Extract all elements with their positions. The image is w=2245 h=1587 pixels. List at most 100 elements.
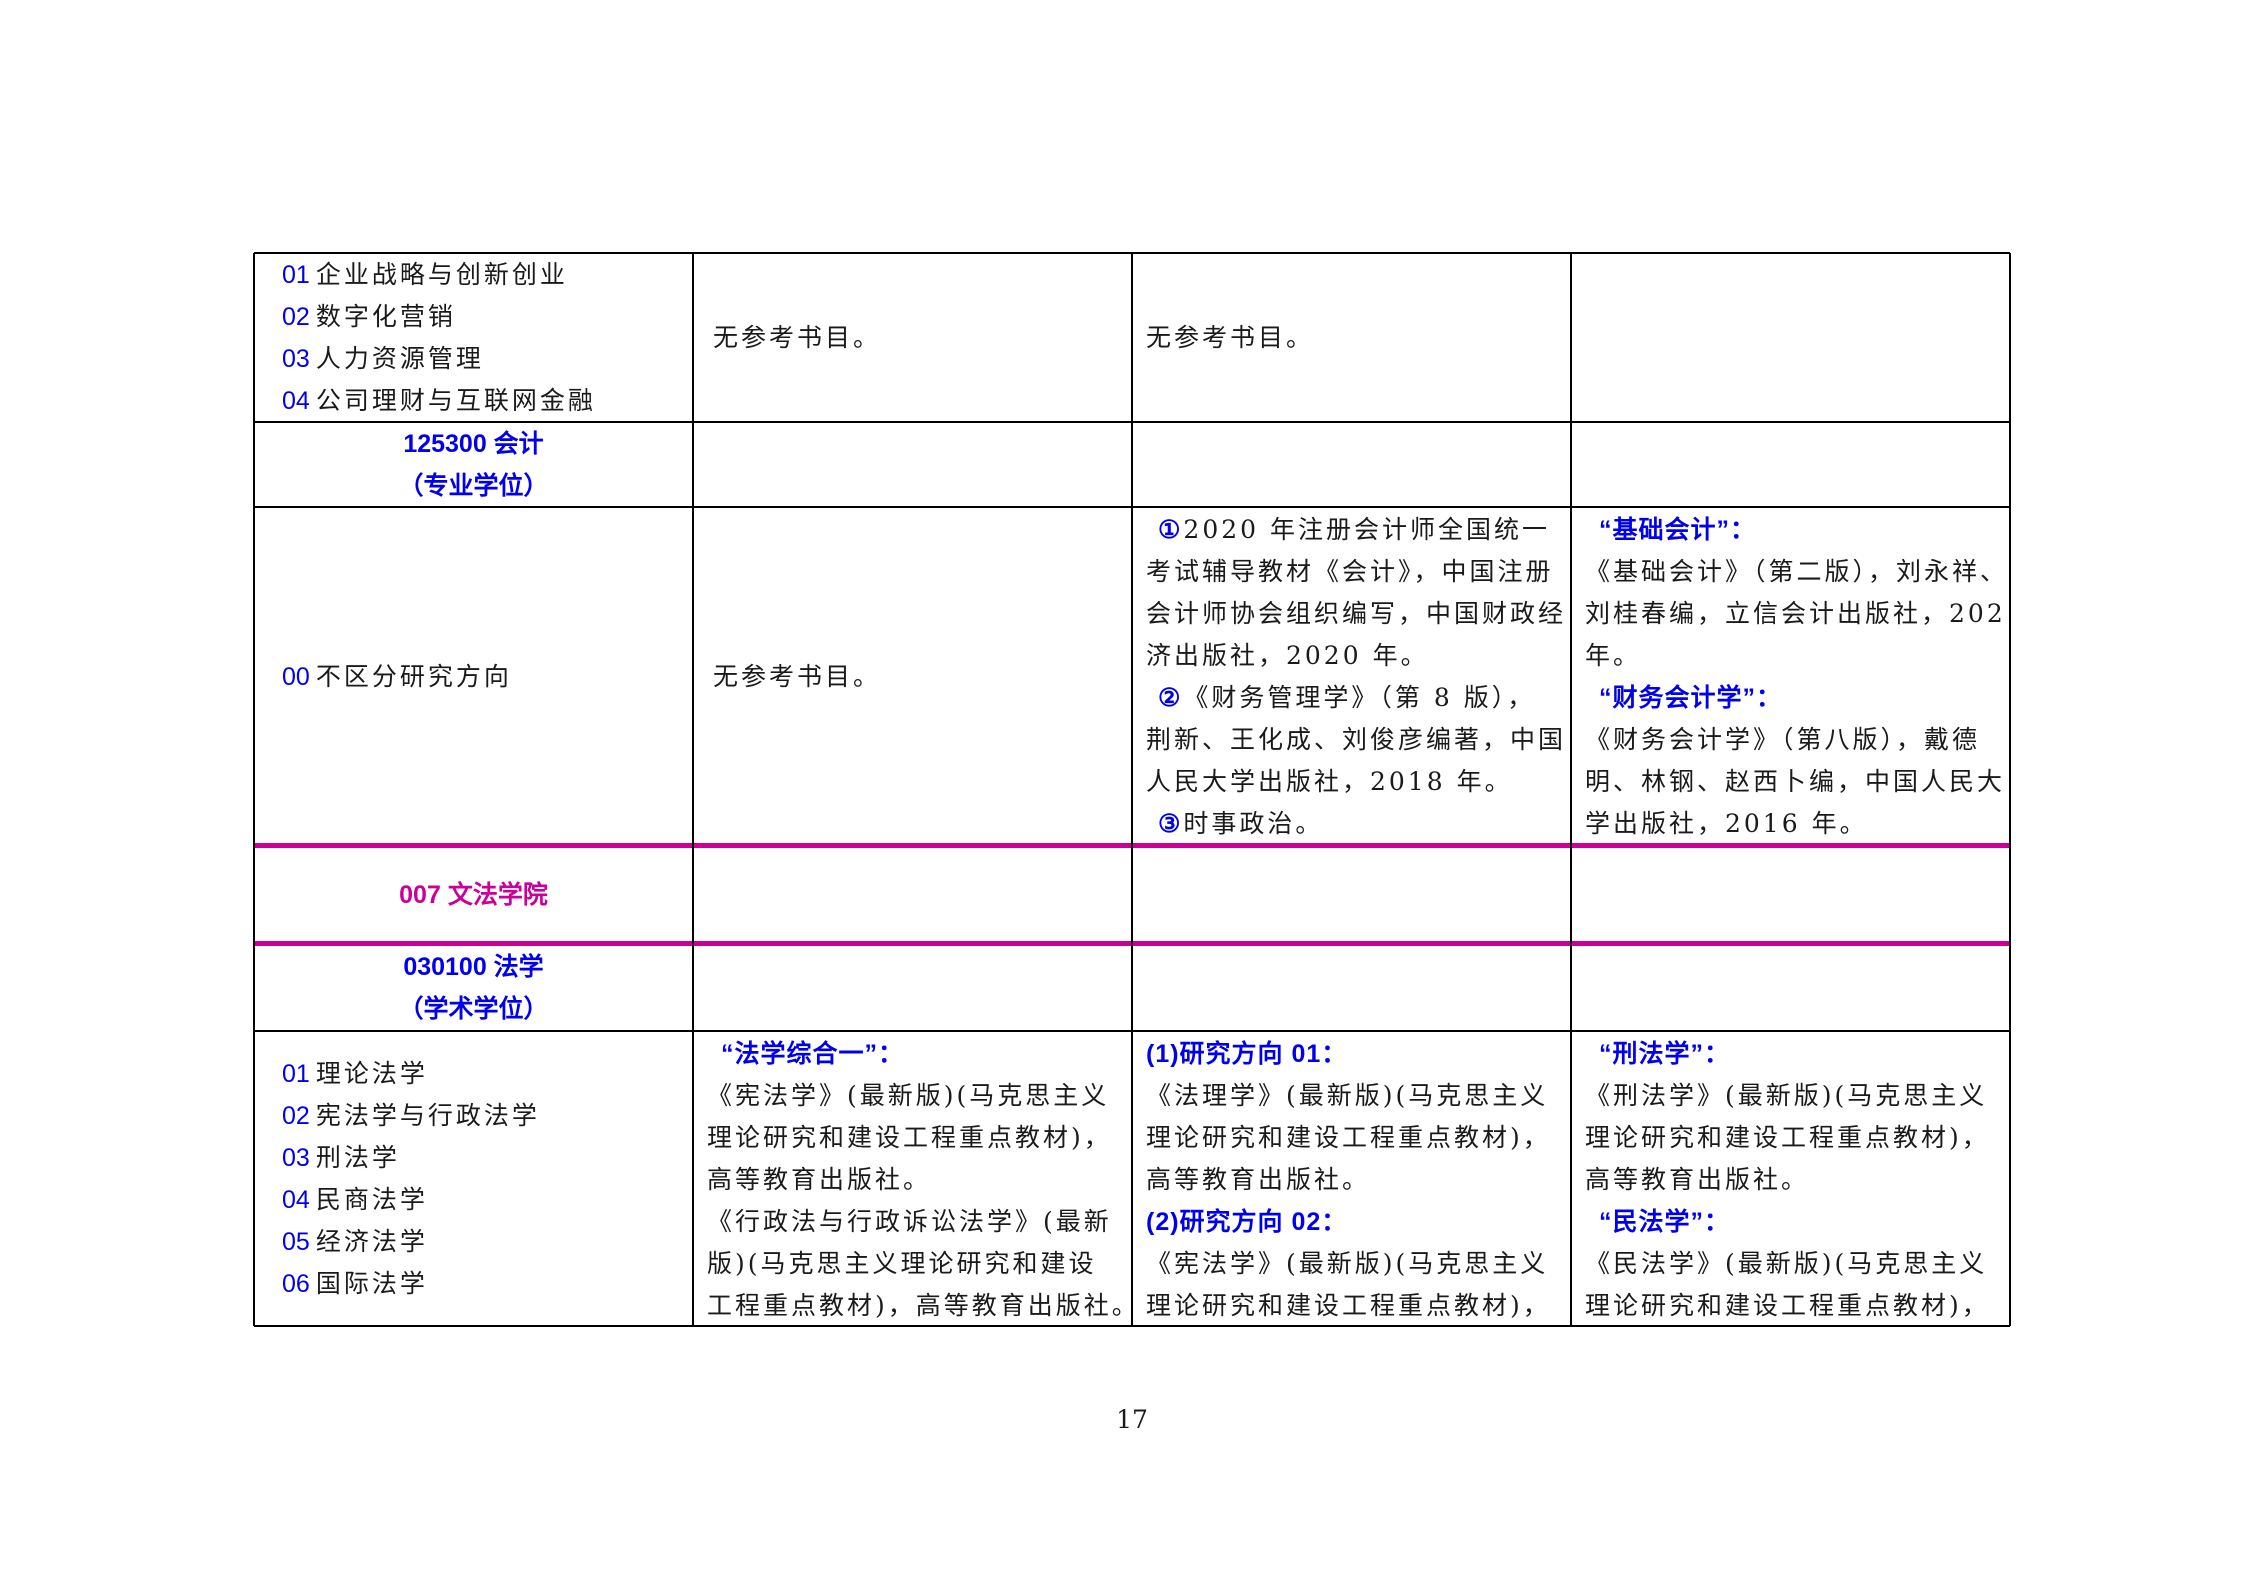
book-text: 《行政法与行政诉讼法学》(最新 bbox=[707, 1207, 1112, 1236]
text-line: 理论研究和建设工程重点教材)， bbox=[1585, 1285, 2004, 1325]
table-cell bbox=[707, 945, 1126, 1030]
research-direction: 01 理论法学 bbox=[282, 1053, 687, 1095]
column-divider bbox=[2009, 253, 2011, 1326]
direction-name: 刑法学 bbox=[315, 1143, 400, 1172]
book-text: 荆新、王化成、刘俊彦编著，中国 bbox=[1146, 725, 1565, 754]
program-heading: 030100 法学 bbox=[403, 952, 544, 981]
text-line: 年。 bbox=[1585, 635, 2004, 677]
table-cell bbox=[707, 847, 1126, 942]
table-cell bbox=[1146, 945, 1565, 1030]
direction-name: 国际法学 bbox=[315, 1269, 428, 1298]
table-cell: 125300 会计 （专业学位） bbox=[254, 424, 693, 506]
text-line: 《法理学》(最新版)(马克思主义 bbox=[1146, 1075, 1565, 1117]
book-text: 《财务会计学》（第八版），戴德 bbox=[1585, 725, 1981, 754]
table-cell bbox=[1146, 847, 1565, 942]
book-text: 理论研究和建设工程重点教材)， bbox=[1146, 1123, 1551, 1152]
direction-code: 05 bbox=[282, 1228, 310, 1256]
text-line: 高等教育出版社。 bbox=[707, 1159, 1126, 1201]
direction-name: 人力资源管理 bbox=[315, 344, 484, 373]
book-text: 《财务管理学》（第 8 版）， bbox=[1183, 683, 1536, 712]
book-text: 理论研究和建设工程重点教材)， bbox=[1585, 1291, 1990, 1320]
column-divider bbox=[253, 253, 255, 1326]
table-cell: 无参考书目。 bbox=[1146, 255, 1565, 421]
column-divider bbox=[1131, 253, 1133, 1326]
text-line: 《财务会计学》（第八版），戴德 bbox=[1585, 719, 2004, 761]
program-heading: （专业学位） bbox=[398, 472, 549, 500]
book-text: 《民法学》(最新版)(马克思主义 bbox=[1585, 1249, 1988, 1278]
direction-name: 民商法学 bbox=[315, 1185, 428, 1214]
direction-name: 理论法学 bbox=[315, 1059, 428, 1088]
book-text: 理论研究和建设工程重点教材)， bbox=[1146, 1291, 1551, 1320]
book-text: 工程重点教材)，高等教育出版社。 bbox=[707, 1291, 1126, 1320]
text-line: 高等教育出版社。 bbox=[1146, 1159, 1565, 1201]
research-direction: 02 数字化营销 bbox=[282, 296, 687, 338]
text-line: (1)研究方向 01： bbox=[1146, 1033, 1565, 1075]
text-line: 济出版社，2020 年。 bbox=[1146, 635, 1565, 677]
program-heading: （学术学位） bbox=[398, 994, 549, 1023]
book-category-heading: (1)研究方向 01： bbox=[1146, 1040, 1348, 1068]
text-line: 《行政法与行政诉讼法学》(最新 bbox=[707, 1201, 1126, 1243]
book-text: 《法理学》(最新版)(马克思主义 bbox=[1146, 1081, 1549, 1110]
direction-code: 03 bbox=[282, 1144, 310, 1172]
book-category-heading: “民法学”： bbox=[1599, 1208, 1731, 1236]
book-text: 《刑法学》(最新版)(马克思主义 bbox=[1585, 1081, 1988, 1110]
research-direction: 03 人力资源管理 bbox=[282, 338, 687, 380]
table-cell bbox=[1585, 945, 2004, 1030]
text-line: ①2020 年注册会计师全国统一 bbox=[1146, 509, 1565, 551]
text-line: “财务会计学”： bbox=[1585, 677, 2004, 719]
table-cell: “法学综合一”： 《宪法学》(最新版)(马克思主义 理论研究和建设工程重点教材)， 高… bbox=[707, 1033, 1126, 1325]
text-line: ②《财务管理学》（第 8 版）， bbox=[1146, 677, 1565, 719]
text-line: 高等教育出版社。 bbox=[1585, 1159, 2004, 1201]
text-line: 学出版社，2016 年。 bbox=[1585, 803, 2004, 844]
text-line: 刘桂春编，立信会计出版社，2020 bbox=[1585, 593, 2004, 635]
section-title: 007 文法学院 bbox=[399, 880, 548, 909]
text-line: 人民大学出版社，2018 年。 bbox=[1146, 761, 1565, 803]
row-divider bbox=[254, 1325, 2010, 1327]
text-line: “基础会计”： bbox=[1585, 509, 2004, 551]
table-cell: 01 企业战略与创新创业 02 数字化营销 03 人力资源管理 04 公司理财与互联网金融 bbox=[282, 255, 687, 421]
table-cell bbox=[1585, 424, 2004, 506]
table-cell: 00 不区分研究方向 bbox=[282, 509, 687, 844]
book-category-heading: “财务会计学”： bbox=[1599, 684, 1783, 712]
table-cell: “刑法学”： 《刑法学》(最新版)(马克思主义 理论研究和建设工程重点教材)， 高等教… bbox=[1585, 1033, 2004, 1325]
research-direction: 06 国际法学 bbox=[282, 1263, 687, 1305]
book-text: 时事政治。 bbox=[1183, 809, 1324, 838]
text-line: “法学综合一”： bbox=[707, 1033, 1126, 1075]
book-text: 无参考书目。 bbox=[1146, 323, 1315, 352]
column-divider bbox=[1570, 253, 1572, 1326]
column-divider bbox=[692, 253, 694, 1326]
direction-code: 01 bbox=[282, 1060, 310, 1088]
book-text: 济出版社，2020 年。 bbox=[1146, 641, 1429, 670]
text-line: 《刑法学》(最新版)(马克思主义 bbox=[1585, 1075, 2004, 1117]
direction-name: 宪法学与行政法学 bbox=[315, 1101, 540, 1130]
text-line: (2)研究方向 02： bbox=[1146, 1201, 1565, 1243]
book-text: 刘桂春编，立信会计出版社，2020 bbox=[1585, 599, 2004, 628]
direction-code: 02 bbox=[282, 1102, 310, 1130]
text-line: 工程重点教材)，高等教育出版社。 bbox=[707, 1285, 1126, 1325]
direction-code: 04 bbox=[282, 1186, 310, 1214]
direction-name: 公司理财与互联网金融 bbox=[315, 386, 596, 415]
research-direction: 02 宪法学与行政法学 bbox=[282, 1095, 687, 1137]
circled-number: ① bbox=[1158, 515, 1184, 544]
text-line: 《宪法学》(最新版)(马克思主义 bbox=[1146, 1243, 1565, 1285]
book-text: 2020 年注册会计师全国统一 bbox=[1183, 515, 1550, 544]
circled-number: ② bbox=[1158, 683, 1184, 712]
circled-number: ③ bbox=[1158, 809, 1184, 838]
book-text: 考试辅导教材《会计》，中国注册 bbox=[1146, 557, 1554, 586]
table-cell bbox=[707, 424, 1126, 506]
book-text: 高等教育出版社。 bbox=[707, 1165, 932, 1194]
table-cell: 无参考书目。 bbox=[707, 255, 1126, 421]
text-line: 版)(马克思主义理论研究和建设 bbox=[707, 1243, 1126, 1285]
table-cell: “基础会计”： 《基础会计》（第二版），刘永祥、 刘桂春编，立信会计出版社，2020… bbox=[1585, 509, 2004, 844]
direction-code: 01 bbox=[282, 261, 310, 289]
research-direction: 04 民商法学 bbox=[282, 1179, 687, 1221]
book-text: 《宪法学》(最新版)(马克思主义 bbox=[707, 1081, 1110, 1110]
direction-code: 04 bbox=[282, 387, 310, 415]
text-line: 理论研究和建设工程重点教材)， bbox=[1585, 1117, 2004, 1159]
book-category-heading: (2)研究方向 02： bbox=[1146, 1208, 1348, 1236]
book-category-heading: “基础会计”： bbox=[1599, 516, 1757, 544]
table-cell bbox=[1585, 847, 2004, 942]
reference-books-table: 01 企业战略与创新创业 02 数字化营销 03 人力资源管理 04 公司理财与互联网金融 无参… bbox=[253, 252, 2011, 1327]
book-text: 学出版社，2016 年。 bbox=[1585, 809, 1868, 838]
table-cell: 007 文法学院 bbox=[254, 847, 693, 942]
